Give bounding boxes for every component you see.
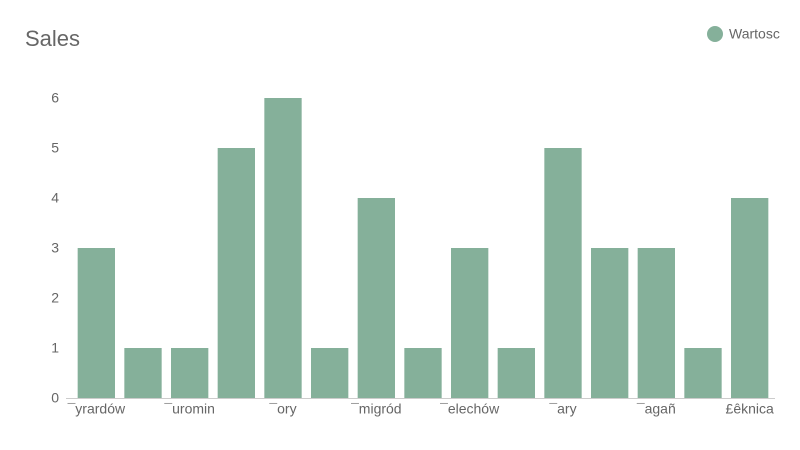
y-tick-label: 1 [51, 340, 59, 356]
bar [264, 98, 302, 398]
y-tick-label: 2 [51, 290, 59, 306]
x-tick-label: ¯migród [350, 401, 402, 417]
legend-marker [707, 26, 723, 42]
x-tick-label: ¯yrardów [67, 401, 126, 417]
bar [637, 248, 675, 398]
bar [591, 248, 629, 398]
bar [124, 348, 162, 398]
x-tick-label: ¯agañ [636, 401, 676, 417]
bar [171, 348, 209, 398]
y-tick-label: 0 [51, 390, 59, 406]
bar [404, 348, 442, 398]
x-tick-label: ¯ory [268, 401, 296, 417]
bar [497, 348, 535, 398]
y-tick-label: 3 [51, 240, 59, 256]
x-tick-label: ¯uromin [163, 401, 215, 417]
bar [77, 248, 115, 398]
bar [217, 148, 255, 398]
y-tick-label: 5 [51, 140, 59, 156]
bar [357, 198, 395, 398]
y-tick-label: 6 [51, 90, 59, 106]
bar [684, 348, 722, 398]
y-tick-label: 4 [51, 190, 59, 206]
x-tick-label: ¯ary [548, 401, 576, 417]
bar [731, 198, 769, 398]
bar [544, 148, 582, 398]
bar [311, 348, 349, 398]
chart-title: Sales [25, 26, 80, 51]
bar [451, 248, 489, 398]
x-tick-label: ¯elechów [439, 401, 500, 417]
legend-label: Wartosc [729, 26, 780, 42]
x-tick-label: £êknica [726, 401, 774, 417]
